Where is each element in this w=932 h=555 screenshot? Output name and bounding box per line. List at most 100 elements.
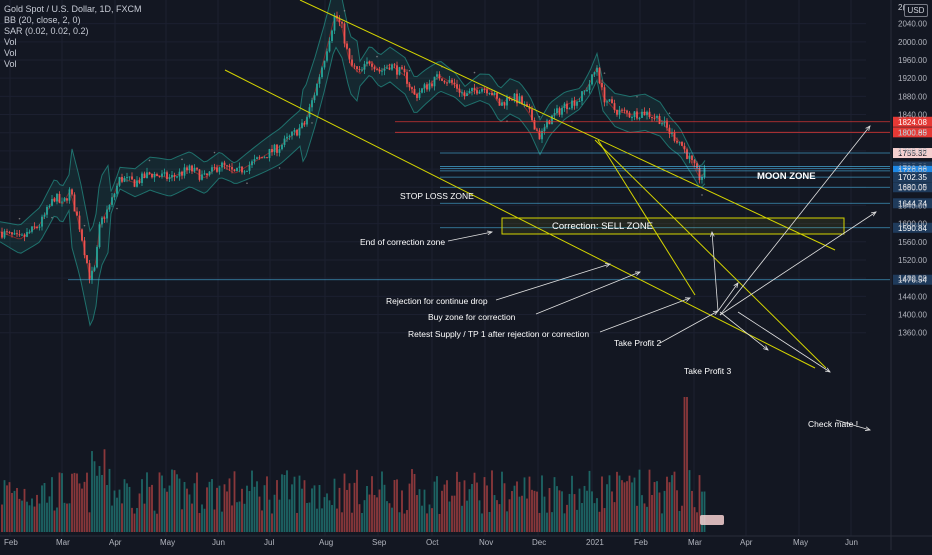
volume-bar [326, 493, 328, 532]
volume-bar [421, 506, 423, 532]
indicator-vol-1[interactable]: Vol [4, 37, 17, 48]
candle-body [244, 171, 246, 172]
indicator-vol-3[interactable]: Vol [4, 59, 17, 70]
volume-bar [184, 482, 186, 532]
volume-bar [429, 504, 431, 532]
candle-body [384, 69, 386, 71]
price-tick-label: 1480.00 [898, 274, 927, 283]
volume-bar [576, 510, 578, 532]
symbol-title[interactable]: Gold Spot / U.S. Dollar, 1D, FXCM [4, 4, 142, 15]
candle-body [179, 172, 181, 177]
price-tick-label: 2000.00 [898, 38, 927, 47]
volume-bar [64, 503, 66, 532]
volume-bar [66, 504, 68, 532]
candle-body [299, 128, 301, 136]
volume-bar [474, 473, 476, 532]
sar-dot [539, 116, 541, 118]
volume-bar [126, 483, 128, 532]
time-tick-label: Apr [740, 538, 753, 547]
candle-body [491, 93, 493, 95]
indicator-vol-2[interactable]: Vol [4, 48, 17, 59]
volume-bar [524, 477, 526, 532]
indicator-bb[interactable]: BB (20, close, 2, 0) [4, 15, 81, 26]
indicator-sar[interactable]: SAR (0.02, 0.02, 0.2) [4, 26, 89, 37]
time-tick-label: Apr [109, 538, 122, 547]
candle-body [686, 149, 688, 159]
volume-bar [651, 495, 653, 532]
price-tick-label: 1920.00 [898, 74, 927, 83]
candle-body [391, 64, 393, 69]
volume-bar [681, 506, 683, 532]
candle-body [159, 176, 161, 177]
candle-body [201, 174, 203, 179]
volume-bar [504, 483, 506, 532]
sar-dot [474, 72, 476, 74]
volume-bar [371, 476, 373, 532]
volume-bar [211, 479, 213, 532]
candle-body [396, 65, 398, 74]
volume-bar [4, 480, 6, 532]
volume-bar [466, 501, 468, 532]
volume-bar [351, 513, 353, 532]
candle-body [181, 172, 183, 176]
volume-bar [89, 512, 91, 532]
price-tick-label: 1440.00 [898, 292, 927, 301]
volume-bar [469, 489, 471, 532]
volume-bar [34, 507, 36, 532]
volume-bar [51, 477, 53, 532]
candle-body [109, 205, 111, 210]
sar-dot [669, 112, 671, 114]
candle-body [111, 197, 113, 205]
volume-bar [549, 488, 551, 532]
volume-bar [109, 469, 111, 532]
candle-body [26, 232, 28, 237]
candle-body [621, 110, 623, 111]
currency-button[interactable]: USD [904, 4, 928, 17]
volume-bar [451, 496, 453, 532]
volume-bar [246, 486, 248, 532]
volume-bar [11, 493, 13, 532]
volume-bar [431, 508, 433, 532]
sar-dot [51, 217, 53, 219]
volume-bar [236, 502, 238, 532]
volume-bar [649, 470, 651, 532]
volume-bar [691, 491, 693, 532]
volume-bar [161, 476, 163, 532]
candle-body [301, 123, 303, 128]
candle-body [611, 99, 613, 103]
volume-bar [151, 485, 153, 532]
volume-bar [149, 487, 151, 532]
candle-body [329, 41, 331, 51]
candle-body [564, 104, 566, 108]
volume-bar [49, 496, 51, 532]
volume-bar [501, 472, 503, 532]
candle-body [291, 132, 293, 136]
volume-bar [56, 508, 58, 532]
candle-body [131, 176, 133, 179]
candle-body [326, 51, 328, 60]
volume-bar [646, 507, 648, 532]
volume-bar [31, 499, 33, 532]
time-tick-label: Sep [372, 538, 387, 547]
candle-body [126, 177, 128, 178]
candle-body [89, 263, 91, 279]
volume-bar [94, 461, 96, 532]
candle-body [656, 116, 658, 118]
volume-bar [494, 495, 496, 532]
volume-bar [19, 499, 21, 532]
volume-bar [14, 491, 16, 532]
volume-bar [631, 482, 633, 532]
candle-body [556, 108, 558, 113]
volume-bar [289, 499, 291, 532]
candle-body [644, 112, 646, 115]
candle-body [139, 180, 141, 183]
volume-bar [394, 480, 396, 532]
volume-bar [106, 485, 108, 532]
volume-bar [214, 509, 216, 532]
candle-body [449, 80, 451, 83]
volume-bar [701, 492, 703, 532]
sar-dot [116, 208, 118, 210]
candle-body [421, 88, 423, 92]
